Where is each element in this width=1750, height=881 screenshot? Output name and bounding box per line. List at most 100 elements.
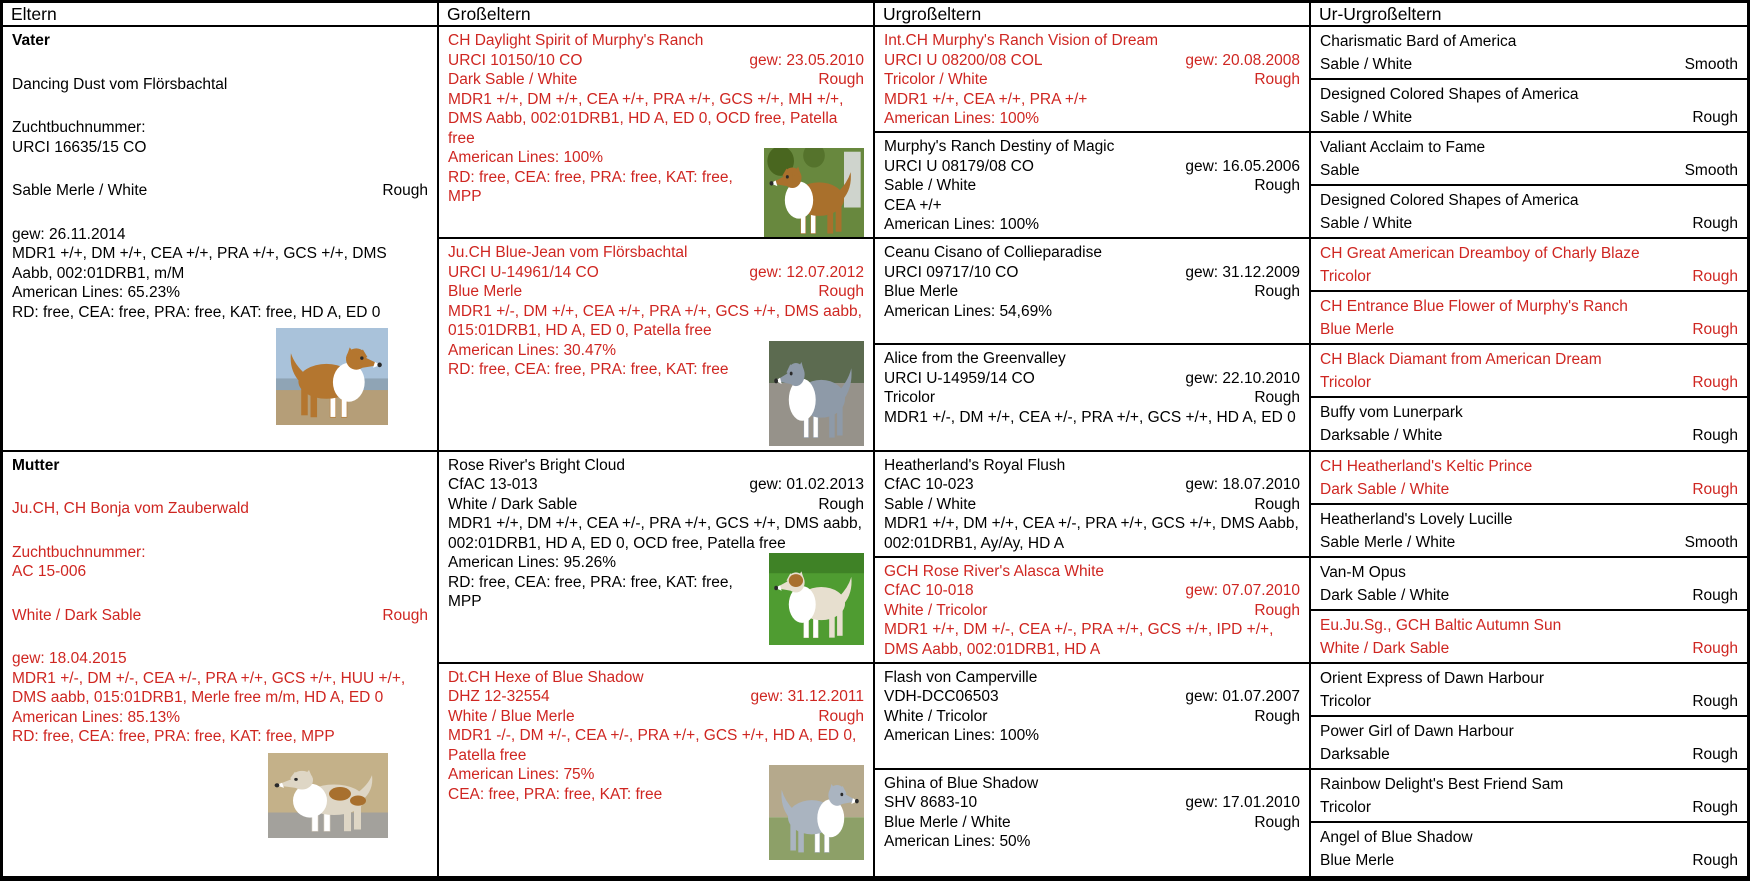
- american-lines: American Lines: 50%: [884, 833, 1031, 851]
- coat-type: Rough: [1254, 389, 1300, 407]
- great-great-grandparent-cell: CH Black Diamant from American Dream Tri…: [1311, 345, 1747, 399]
- great-great-grandparent-cell: Rainbow Delight's Best Friend Sam Tricol…: [1311, 770, 1747, 823]
- mutter-cell: Mutter Ju.CH, CH Bonja vom Zauberwald Zu…: [3, 451, 439, 876]
- dog-name: Alice from the Greenvalley: [884, 350, 1066, 368]
- dog-color: White / Blue Merle: [448, 707, 575, 725]
- registration-number: URCI U-14961/14 CO: [448, 263, 599, 281]
- grandparent-cell: Ju.CH Blue-Jean vom Flörsbachtal URCI U-…: [439, 239, 875, 452]
- birth-date: gew: 18.07.2010: [1185, 476, 1300, 493]
- genetics-line: MDR1 +/-, DM +/+, CEA +/-, PRA +/+, GCS …: [884, 408, 1296, 426]
- great-great-grandparent-cell: CH Heatherland's Keltic Prince Dark Sabl…: [1311, 452, 1747, 505]
- great-great-grandparent-cell: Charismatic Bard of America Sable / Whit…: [1311, 27, 1747, 81]
- column-header-ur-urgrosseltern: Ur-Urgroßeltern: [1311, 3, 1747, 27]
- genetics-line: MDR1 +/+, DM +/-, CEA +/-, PRA +/+, GCS …: [884, 621, 1274, 658]
- dog-name: Designed Colored Shapes of America: [1320, 86, 1579, 104]
- grandparent-cell: Dt.CH Hexe of Blue Shadow DHZ 12-32554 g…: [439, 663, 875, 876]
- registration-number: CfAC 10-023: [884, 476, 974, 493]
- coat-type: Rough: [1254, 495, 1300, 513]
- dog-color: White / Tricolor: [884, 601, 988, 619]
- health-results: RD: free, CEA: free, PRA: free, KAT: fre…: [448, 573, 733, 611]
- coat-type: Rough: [818, 71, 864, 88]
- registration-number: CfAC 10-018: [884, 582, 974, 600]
- dog-color: Blue Merle / White: [884, 813, 1011, 831]
- dog-name: Rainbow Delight's Best Friend Sam: [1320, 775, 1564, 793]
- registration-number: URCI U 08179/08 CO: [884, 157, 1034, 175]
- coat-type: Smooth: [1684, 533, 1738, 551]
- dog-name: Ghina of Blue Shadow: [884, 774, 1039, 792]
- dog-name: Charismatic Bard of America: [1320, 33, 1517, 50]
- great-great-grandparent-cell: Van-M Opus Dark Sable / White Rough: [1311, 558, 1747, 611]
- coat-type: Rough: [818, 283, 864, 301]
- birth-date: gew: 16.05.2006: [1185, 157, 1300, 175]
- american-lines: American Lines: 100%: [884, 727, 1040, 745]
- birth-date: gew: 07.07.2010: [1185, 582, 1300, 600]
- registration-number: CfAC 13-013: [448, 476, 538, 493]
- registration-number: URCI 16635/15 CO: [12, 138, 147, 156]
- dog-color: Dark Sable / White: [1320, 480, 1450, 498]
- great-great-grandparent-cell: Designed Colored Shapes of America Sable…: [1311, 186, 1747, 240]
- great-grandparent-cell: Int.CH Murphy's Ranch Vision of Dream UR…: [875, 27, 1311, 134]
- coat-type: Rough: [1254, 813, 1300, 831]
- dog-name: Rose River's Bright Cloud: [448, 456, 625, 474]
- dog-name: Ju.CH, CH Bonja vom Zauberwald: [12, 500, 249, 517]
- column-header-grosseltern: Großeltern: [439, 3, 875, 27]
- coat-type: Rough: [1692, 480, 1738, 498]
- genetics-line: MDR1 +/-, DM +/-, CEA +/-, PRA +/+, GCS …: [12, 669, 406, 707]
- coat-type: Rough: [1692, 427, 1738, 445]
- dog-name: Van-M Opus: [1320, 563, 1406, 581]
- dog-name: Buffy vom Lunerpark: [1320, 404, 1463, 422]
- coat-type: Rough: [1254, 283, 1300, 301]
- dog-name: Dt.CH Hexe of Blue Shadow: [448, 668, 644, 686]
- dog-color: Sable / White: [1320, 56, 1413, 73]
- american-lines: American Lines: 85.13%: [12, 708, 181, 726]
- dog-name: Designed Colored Shapes of America: [1320, 192, 1579, 210]
- dog-color: Dark Sable / White: [1320, 586, 1450, 604]
- birth-date: gew: 23.05.2010: [749, 51, 864, 69]
- coat-type: Rough: [1692, 798, 1738, 816]
- vater-dog-photo: [276, 328, 388, 425]
- dog-name: CH Great American Dreamboy of Charly Bla…: [1320, 245, 1640, 263]
- parent-role-label: Vater: [12, 32, 50, 49]
- great-great-grandparent-cell: Power Girl of Dawn Harbour Darksable Roug…: [1311, 717, 1747, 770]
- dog-name: Dancing Dust vom Flörsbachtal: [12, 75, 228, 93]
- dog-color: White / Dark Sable: [448, 495, 578, 513]
- dog-name: Power Girl of Dawn Harbour: [1320, 722, 1514, 740]
- dog-color: Sable / White: [884, 177, 977, 195]
- dog-color: Sable Merle / White: [1320, 533, 1456, 551]
- birth-date: gew: 26.11.2014: [12, 225, 126, 243]
- birth-date: gew: 20.08.2008: [1185, 51, 1300, 69]
- dog-color: Tricolor: [1320, 268, 1372, 286]
- dog-color: Tricolor: [1320, 374, 1372, 392]
- great-grandparent-cell: Murphy's Ranch Destiny of Magic URCI U 0…: [875, 133, 1311, 240]
- genetics-line: MDR1 +/+, DM +/+, CEA +/-, PRA +/+, GCS …: [884, 515, 1299, 552]
- birth-date: gew: 12.07.2012: [749, 263, 864, 281]
- registration-number: URCI 10150/10 CO: [448, 51, 583, 69]
- dog-color: Tricolor: [884, 389, 936, 407]
- coat-type: Rough: [382, 182, 428, 199]
- studbook-label: Zuchtbuchnummer:: [12, 119, 146, 136]
- coat-type: Rough: [1254, 71, 1300, 88]
- dog-name: CH Heatherland's Keltic Prince: [1320, 457, 1533, 475]
- registration-number: DHZ 12-32554: [448, 688, 550, 706]
- dog-color: White / Dark Sable: [1320, 639, 1450, 657]
- great-great-grandparent-cell: Orient Express of Dawn Harbour Tricolor R…: [1311, 664, 1747, 717]
- birth-date: gew: 31.12.2009: [1185, 263, 1300, 281]
- great-great-grandparent-cell: Eu.Ju.Sg., GCH Baltic Autumn Sun White /…: [1311, 611, 1747, 664]
- great-great-grandparent-cell: CH Entrance Blue Flower of Murphy's Ranc…: [1311, 292, 1747, 346]
- genetics-line: MDR1 +/+, DM +/+, CEA +/+, PRA +/+, GCS …: [448, 90, 844, 147]
- registration-number: URCI U 08200/08 COL: [884, 51, 1043, 69]
- great-grandparent-cell: Alice from the Greenvalley URCI U-14959/…: [875, 345, 1311, 452]
- dog-color: Blue Merle: [448, 283, 523, 301]
- studbook-label: Zuchtbuchnummer:: [12, 543, 146, 561]
- dog-color: Darksable / White: [1320, 427, 1443, 445]
- american-lines: American Lines: 100%: [884, 216, 1040, 234]
- grandparent-dog-photo: [769, 765, 864, 861]
- coat-type: Rough: [1254, 601, 1300, 619]
- dog-name: Ceanu Cisano of Collieparadise: [884, 244, 1102, 262]
- registration-number: SHV 8683-10: [884, 794, 978, 812]
- great-great-grandparent-cell: Designed Colored Shapes of America Sable…: [1311, 80, 1747, 134]
- great-grandparent-cell: Ceanu Cisano of Collieparadise URCI 0971…: [875, 239, 1311, 346]
- dog-name: GCH Rose River's Alasca White: [884, 562, 1105, 580]
- coat-type: Rough: [1692, 639, 1738, 657]
